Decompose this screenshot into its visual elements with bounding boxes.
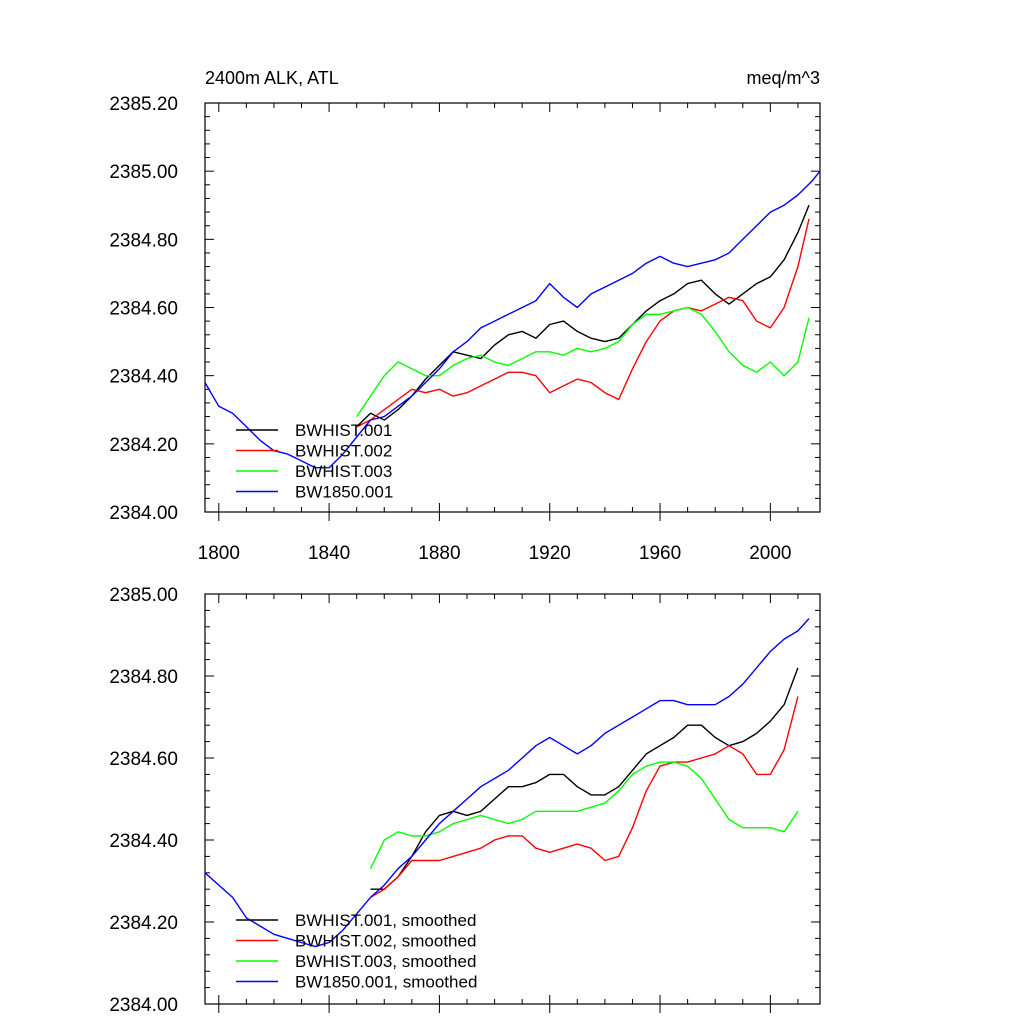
series-line-bwhist-001-smoothed	[370, 667, 799, 890]
x-tick-label: 2000	[749, 543, 791, 564]
legend-label: BWHIST.003	[295, 462, 392, 481]
y-tick-label: 2384.60	[109, 299, 178, 320]
legend-label: BWHIST.001, smoothed	[295, 911, 476, 930]
y-tick-label: 2384.40	[109, 367, 178, 388]
y-tick-label: 2385.20	[109, 94, 178, 115]
series-line-bwhist-002-smoothed	[370, 696, 799, 899]
y-tick-label: 2384.20	[109, 913, 178, 934]
y-tick-label: 2384.40	[109, 831, 178, 852]
x-tick-label: 1800	[198, 543, 240, 564]
y-tick-label: 2384.60	[109, 749, 178, 770]
bottom-panel: 2384.00 2384.20 2384.40 2384.60 2384.80 2385.…	[109, 585, 821, 1016]
series-line-bw1850-001-smoothed	[204, 618, 810, 948]
y-tick-label: 2384.00	[109, 995, 178, 1016]
series-line-bwhist-001	[356, 204, 810, 428]
x-tick-label: 1840	[308, 543, 350, 564]
plot-frame	[204, 593, 821, 1005]
y-tick-label: 2384.20	[109, 435, 178, 456]
x-tick-label: 1920	[529, 543, 571, 564]
y-tick-label: 2385.00	[109, 162, 178, 183]
units-label: meq/m^3	[747, 68, 820, 88]
y-tick-label: 2384.00	[109, 503, 178, 524]
y-tick-label: 2385.00	[109, 585, 178, 606]
series-line-bwhist-003	[356, 306, 810, 417]
series-line-bwhist-003-smoothed	[369, 761, 799, 870]
x-tick-label: 1880	[418, 543, 460, 564]
series-line-bwhist-002	[356, 218, 810, 428]
legend-label: BW1850.001	[295, 483, 393, 502]
legend-label: BWHIST.003, smoothed	[295, 952, 476, 971]
series-line-bw1850-001	[204, 170, 821, 469]
chart-title: 2400m ALK, ATL	[205, 68, 339, 88]
top-panel: 2384.00 2384.20 2384.40 2384.60 2384.80 2385.…	[109, 68, 821, 564]
x-tick-label: 1960	[639, 543, 681, 564]
y-tick-label: 2384.80	[109, 667, 178, 688]
legend-label: BWHIST.001	[295, 421, 392, 440]
legend-label: BWHIST.002, smoothed	[295, 932, 476, 951]
legend-label: BWHIST.002	[295, 442, 392, 461]
y-tick-label: 2384.80	[109, 230, 178, 251]
legend-label: BW1850.001, smoothed	[295, 973, 477, 992]
